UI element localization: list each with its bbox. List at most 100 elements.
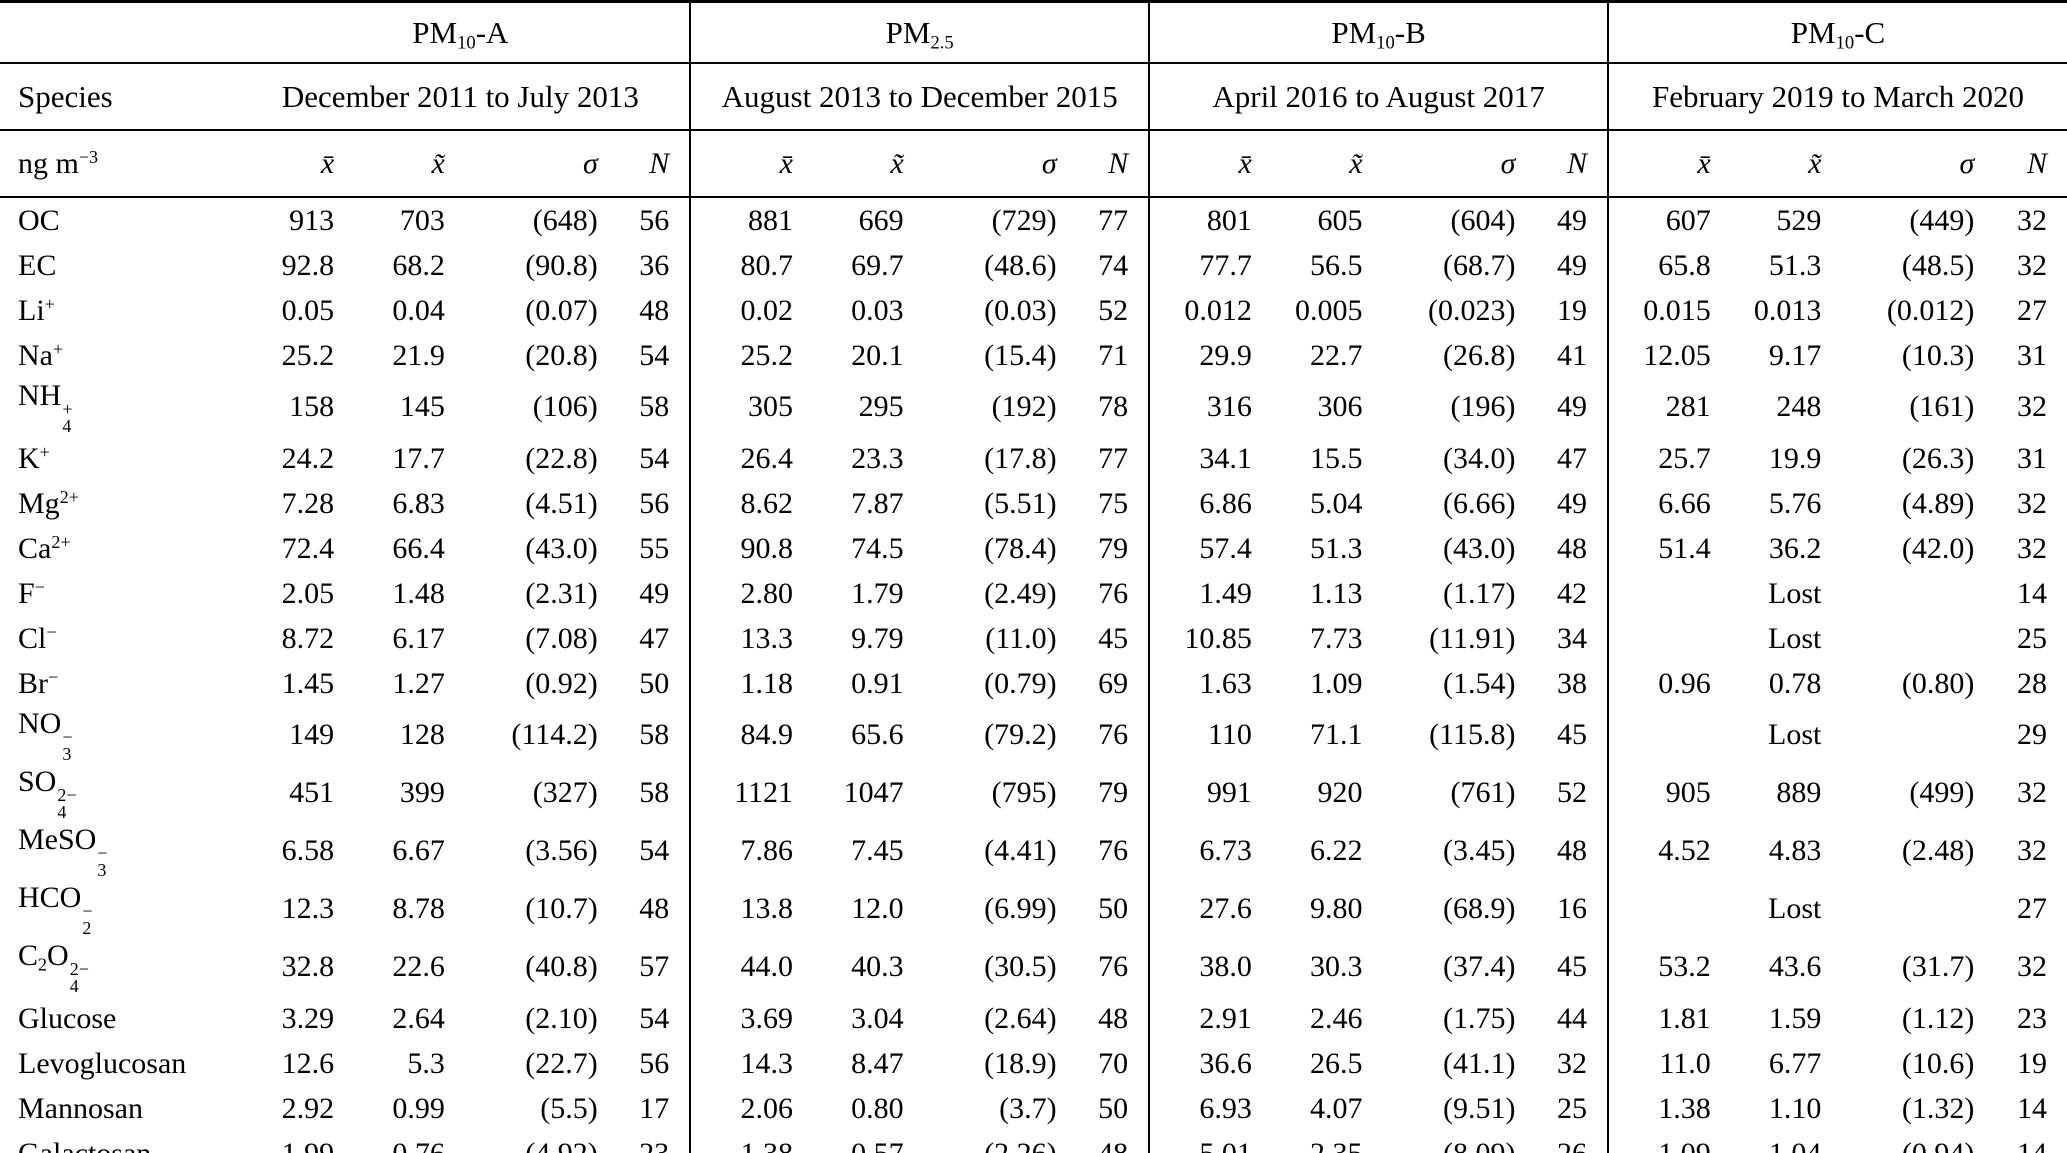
table-row-Mannosan: Mannosan 2.92 0.99 (5.5) 17 2.06 0.80 (3.7) 50 6.… (0, 1086, 2067, 1132)
value-cell: 1.38 (689, 1131, 805, 1153)
value-cell: 77 (1098, 203, 1129, 237)
value-cell: (2.31) (525, 576, 598, 610)
formula-subscript: 2.5 (930, 32, 954, 54)
value-cell: (30.5) (984, 950, 1057, 984)
value-cell (1607, 706, 1723, 765)
value-cell: 17.7 (392, 441, 445, 475)
value-cell: 0.91 (851, 666, 904, 700)
value-cell: 881 (689, 197, 805, 243)
value-cell: 1.45 (281, 666, 335, 700)
formula-text: Mg (18, 486, 60, 520)
formula-text: NO (18, 707, 62, 741)
value-cell: (22.8) (525, 441, 598, 475)
value-cell: (5.5) (540, 1091, 598, 1125)
species-cell: Mannosan (0, 1086, 231, 1131)
value-cell: 19.9 (1768, 441, 1822, 475)
value-cell: 0.99 (392, 1091, 445, 1125)
stat-header-sigma: σ (1833, 130, 1987, 198)
species-cell: NO −3 (0, 706, 231, 764)
value-cell: 0.57 (805, 1131, 916, 1153)
value-cell: (11.91) (1429, 621, 1516, 655)
value-cell: (327) (532, 776, 598, 810)
value-cell: 1121 (689, 764, 805, 823)
value-cell: 76 (1098, 834, 1129, 868)
value-cell: (4.51) (525, 486, 598, 520)
value-cell: 66.4 (392, 531, 445, 565)
value-cell: 49 (1557, 248, 1587, 282)
value-cell: 29 (2017, 718, 2047, 752)
value-cell: (22.7) (525, 1046, 598, 1080)
value-cell: 78 (1098, 390, 1129, 424)
value-cell: 54 (639, 834, 670, 868)
value-cell: (1.17) (1442, 576, 1516, 610)
value-cell: 1.49 (1148, 571, 1264, 617)
value-cell: 55 (639, 531, 670, 565)
value-cell: 48 (1557, 531, 1587, 565)
stat-header-n: N (1068, 130, 1150, 198)
value-cell: 399 (399, 776, 445, 810)
value-cell: 84.9 (689, 706, 805, 765)
value-cell: 1.81 (1607, 996, 1723, 1042)
value-cell: (449) (1909, 203, 1975, 237)
value-cell: 50 (1098, 892, 1129, 926)
table-row-Li+: Li+ 0.05 0.04 (0.07) 48 0.02 0.03 (0.03) 52 0.012… (0, 288, 2067, 333)
value-cell: (9.51) (1442, 1091, 1516, 1125)
value-cell: 56 (639, 1046, 670, 1080)
value-cell: (48.6) (984, 248, 1057, 282)
value-cell: 65.8 (1607, 243, 1723, 288)
formula-text: PM (1331, 14, 1377, 50)
value-cell: (1.12) (1901, 1001, 1975, 1035)
value-cell: 5.76 (1768, 486, 1822, 520)
stat-header-sigma: σ (456, 130, 610, 198)
value-cell: 7.87 (851, 486, 904, 520)
value-cell: 13.8 (689, 880, 805, 939)
value-cell: (11.0) (985, 621, 1057, 655)
value-cell: (20.8) (525, 338, 598, 372)
value-cell: (0.80) (1901, 666, 1975, 700)
value-cell: 58 (639, 718, 670, 752)
value-cell: 47 (1557, 441, 1587, 475)
value-cell: 50 (1098, 1091, 1129, 1125)
stat-header-median: x̃ (1722, 130, 1834, 198)
formula-text: Ca (18, 531, 52, 565)
value-cell (1833, 571, 1986, 616)
table-row-OC: OC 913 703 (648) 56 881 669 (729) 77 801 605 (604) 4… (0, 197, 2067, 243)
value-cell: 40.3 (851, 950, 904, 984)
value-cell: (10.7) (525, 892, 598, 926)
value-cell: (2.10) (525, 1001, 598, 1035)
value-cell: 57.4 (1148, 526, 1264, 572)
value-cell (1833, 880, 1986, 938)
value-cell: 49 (1557, 203, 1587, 237)
value-cell: 68.2 (392, 248, 445, 282)
formula-text: O (47, 939, 69, 973)
value-cell: 74 (1098, 248, 1129, 282)
value-cell: 9.79 (851, 621, 904, 655)
value-cell: 23 (2017, 1001, 2047, 1035)
stat-header-median: x̃ (1263, 130, 1375, 198)
value-cell: 26.5 (1310, 1046, 1363, 1080)
value-cell: (26.8) (1442, 338, 1516, 372)
value-cell: 30.3 (1310, 950, 1363, 984)
value-cell: 703 (399, 203, 445, 237)
species-column-header: Species (0, 63, 232, 131)
value-cell: (34.0) (1442, 441, 1516, 475)
value-cell: 8.78 (392, 892, 445, 926)
group-label-PM2.5: PM2.5 (689, 1, 1150, 64)
value-cell: (5.51) (984, 486, 1057, 520)
value-cell: 5.3 (407, 1046, 445, 1080)
value-cell: 48 (1557, 834, 1587, 868)
value-cell (1833, 616, 1986, 661)
value-cell: 0.02 (689, 288, 805, 333)
value-cell: (4.41) (984, 834, 1057, 868)
value-cell: 2.05 (281, 576, 335, 610)
value-cell: 70 (1098, 1046, 1129, 1080)
value-cell: 6.58 (281, 834, 335, 868)
group-label-PM10-A: PM10-A (231, 1, 691, 64)
value-cell: 0.03 (851, 293, 904, 327)
value-cell: 52 (1098, 293, 1129, 327)
table-row-MeSO3−: MeSO −3 6.58 6.67 (3.56) 54 7.86 7.45 (4.41) 76 6.… (0, 822, 2067, 881)
formula-subscript: 2 (38, 954, 48, 975)
value-cell: 48 (1098, 1001, 1129, 1035)
value-cell: (761) (1450, 776, 1516, 810)
value-cell: 0.005 (1295, 293, 1363, 327)
